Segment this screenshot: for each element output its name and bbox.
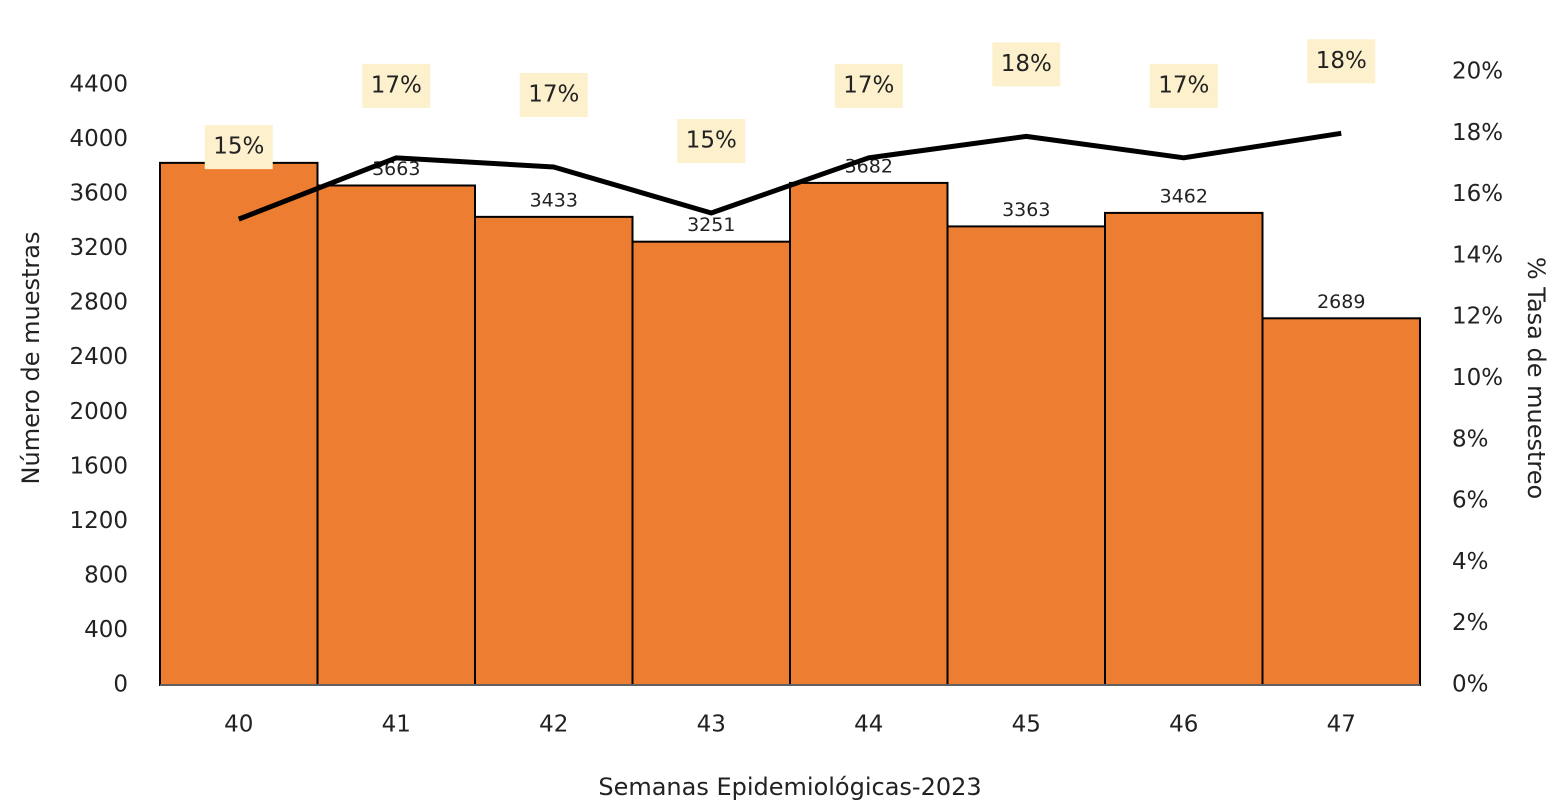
line-value-label: 15% xyxy=(213,134,264,160)
value-label-background xyxy=(834,63,903,108)
value-label-background xyxy=(204,125,273,170)
x-tick-label: 45 xyxy=(1012,712,1041,738)
bar xyxy=(946,225,1106,686)
y2-tick-label: 20% xyxy=(1452,59,1503,85)
x-tick-label: 41 xyxy=(382,712,411,738)
y-tick-label: 2000 xyxy=(69,399,128,425)
x-tick-label: 44 xyxy=(854,712,883,738)
value-label-background xyxy=(362,63,431,108)
y2-tick-label: 18% xyxy=(1452,120,1503,146)
y-tick-label: 400 xyxy=(84,617,128,643)
bar-value-label: 3462 xyxy=(1160,185,1208,207)
y-axis-title: Número de muestras xyxy=(17,232,45,485)
bar-value-label: 3433 xyxy=(530,189,578,211)
x-tick-label: 47 xyxy=(1327,712,1356,738)
y-tick-label: 2800 xyxy=(69,290,128,316)
line-value-label: 18% xyxy=(1316,48,1367,74)
y-tick-label: 1600 xyxy=(69,453,128,479)
line-value-label: 15% xyxy=(686,127,737,153)
line-value-label: 17% xyxy=(843,72,894,98)
line-value-label: 18% xyxy=(1001,51,1052,77)
y-tick-label: 0 xyxy=(113,672,128,698)
line xyxy=(237,130,1342,222)
bar xyxy=(159,161,319,686)
bar xyxy=(1261,317,1421,686)
y-tick-label: 1200 xyxy=(69,508,128,534)
x-tick-label: 42 xyxy=(539,712,568,738)
bar xyxy=(631,240,791,686)
value-label-background xyxy=(1149,63,1218,108)
y-tick-label: 2400 xyxy=(69,344,128,370)
bar-value-label: 3363 xyxy=(1002,199,1050,221)
line-value-label: 17% xyxy=(1158,72,1209,98)
bar xyxy=(474,215,634,686)
bar-value-label: 2689 xyxy=(1317,291,1365,313)
y2-tick-label: 8% xyxy=(1452,426,1489,452)
x-axis-title: Semanas Epidemiológicas-2023 xyxy=(598,773,981,801)
y2-tick-label: 16% xyxy=(1452,181,1503,207)
y2-tick-label: 6% xyxy=(1452,488,1489,514)
bar xyxy=(789,181,949,686)
y2-axis-title: % Tasa de muestreo xyxy=(1522,257,1550,499)
y2-tick-label: 4% xyxy=(1452,549,1489,575)
value-label-background xyxy=(519,73,588,118)
y2-tick-label: 14% xyxy=(1452,242,1503,268)
line-value-label: 17% xyxy=(371,72,422,98)
line-value-label: 17% xyxy=(528,82,579,108)
y-tick-label: 3600 xyxy=(69,181,128,207)
y-tick-label: 4400 xyxy=(69,72,128,98)
x-tick-label: 40 xyxy=(224,712,253,738)
value-label-background xyxy=(1307,39,1376,84)
value-label-background xyxy=(677,118,746,163)
y2-tick-label: 0% xyxy=(1452,672,1489,698)
bar xyxy=(1104,211,1264,686)
bar xyxy=(316,184,476,686)
y-tick-label: 4000 xyxy=(69,126,128,152)
y2-tick-label: 10% xyxy=(1452,365,1503,391)
x-tick-label: 46 xyxy=(1169,712,1198,738)
y2-tick-label: 12% xyxy=(1452,304,1503,330)
x-tick-label: 43 xyxy=(697,712,726,738)
y2-tick-label: 2% xyxy=(1452,610,1489,636)
y-tick-label: 3200 xyxy=(69,235,128,261)
value-label-background xyxy=(992,42,1061,87)
y-tick-label: 800 xyxy=(84,562,128,588)
bar-value-label: 3251 xyxy=(687,214,735,236)
